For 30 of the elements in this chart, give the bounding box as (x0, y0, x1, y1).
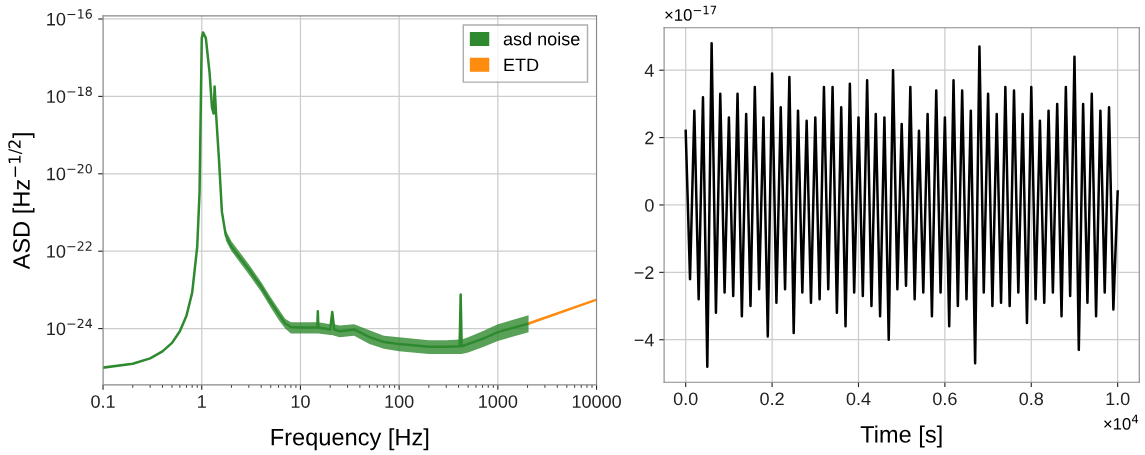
y-axis-title: ASD [Hz$^{−1/2}$] (8, 133, 35, 270)
y-tick-label: 10$^{−20}$ (47, 163, 92, 181)
x-tick-label: 1.0 (1106, 392, 1130, 406)
y-tick-label: 10$^{−18}$ (47, 86, 92, 103)
x-tick-label: 0.8 (1019, 392, 1044, 406)
x-axis-title: Frequency [Hz] (271, 428, 429, 451)
x-tick-label: 10 (291, 395, 310, 408)
y-tick-label: −2 (634, 266, 654, 279)
x-tick-label: 0.4 (846, 392, 871, 406)
y-tick-label: 2 (645, 131, 654, 145)
x-tick-label: 10000 (572, 395, 621, 408)
x-tick-label: 1000 (479, 395, 518, 408)
y-tick-label: 0 (645, 198, 654, 212)
x-tick-label: 0.0 (673, 392, 698, 406)
x-tick-label: 0.2 (760, 392, 784, 406)
y-tick-label: 10$^{−22}$ (47, 241, 92, 258)
text: ×10$^{4}$ (1104, 414, 1139, 430)
legend-label: asd noise (503, 32, 580, 46)
text: ×10$^{−17}$ (665, 5, 717, 21)
y-tick-label: −4 (634, 333, 654, 347)
x-tick-label: 1 (198, 395, 206, 408)
x-tick-label: 0.6 (933, 392, 957, 406)
y-tick-label: 10$^{−24}$ (47, 318, 93, 336)
legend-label: ETD (504, 58, 539, 72)
y-tick-label: 10$^{−16}$ (47, 9, 92, 26)
y-tick-label: 4 (644, 64, 654, 77)
x-axis-title: Time [s] (860, 425, 942, 448)
x-tick-label: 100 (385, 395, 414, 408)
line-series (684, 42, 1119, 368)
x-tick-label: 0.1 (91, 395, 115, 408)
